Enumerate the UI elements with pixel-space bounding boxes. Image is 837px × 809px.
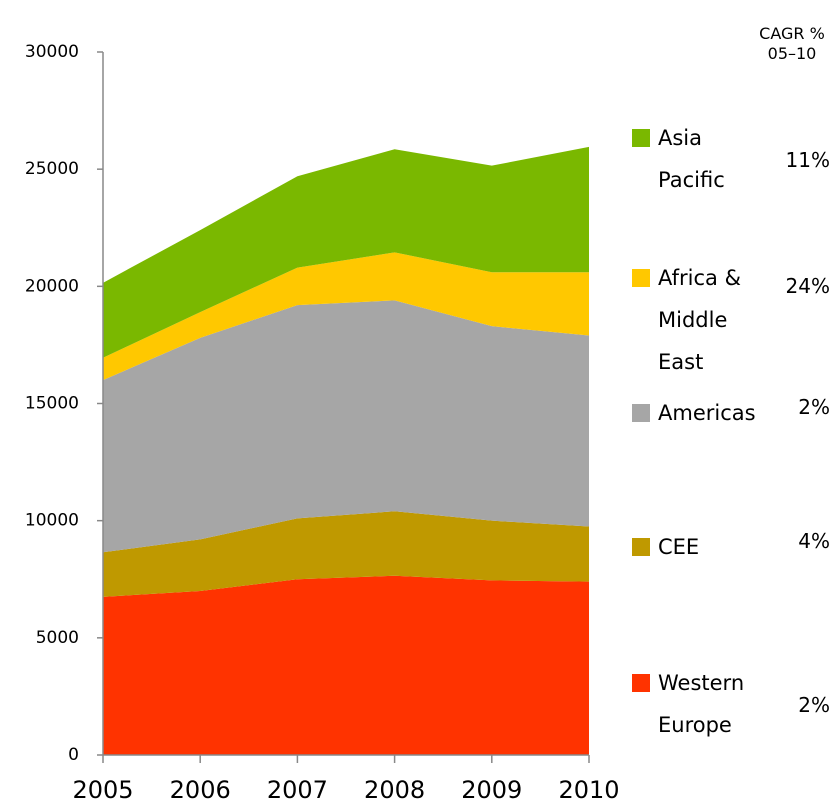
legend-swatch	[632, 129, 650, 147]
cagr-value: 11%	[785, 148, 830, 172]
y-tick-label: 0	[68, 745, 79, 765]
x-tick-label: 2008	[364, 776, 425, 804]
cagr-value: 2%	[798, 395, 830, 419]
y-tick-label: 30000	[25, 42, 79, 62]
legend-label: Africa & Middle East	[658, 266, 741, 374]
x-tick-label: 2006	[170, 776, 231, 804]
legend-swatch	[632, 269, 650, 287]
x-tick-label: 2005	[72, 776, 133, 804]
cagr-value: 2%	[798, 693, 830, 717]
cagr-title: CAGR % 05–10	[759, 24, 825, 63]
legend-swatch	[632, 404, 650, 422]
y-tick-label: 25000	[25, 159, 79, 179]
legend-label: Asia Pacific	[658, 126, 725, 192]
legend-swatch	[632, 674, 650, 692]
legend-label: CEE	[658, 535, 700, 559]
area	[103, 300, 589, 553]
cagr-value: 24%	[785, 274, 830, 298]
y-tick-label: 10000	[25, 511, 79, 531]
area	[103, 511, 589, 597]
cagr-value: 4%	[798, 529, 830, 553]
x-tick-label: 2010	[558, 776, 619, 804]
y-tick-label: 20000	[25, 276, 79, 296]
area	[103, 252, 589, 381]
y-tick-label: 15000	[25, 394, 79, 414]
area	[103, 575, 589, 755]
legend-label: Western Europe	[658, 671, 745, 737]
x-tick-label: 2007	[267, 776, 328, 804]
area	[103, 146, 589, 358]
legend-label: Americas	[658, 401, 756, 425]
legend-swatch	[632, 538, 650, 556]
y-tick-label: 5000	[36, 628, 79, 648]
x-tick-label: 2009	[461, 776, 522, 804]
